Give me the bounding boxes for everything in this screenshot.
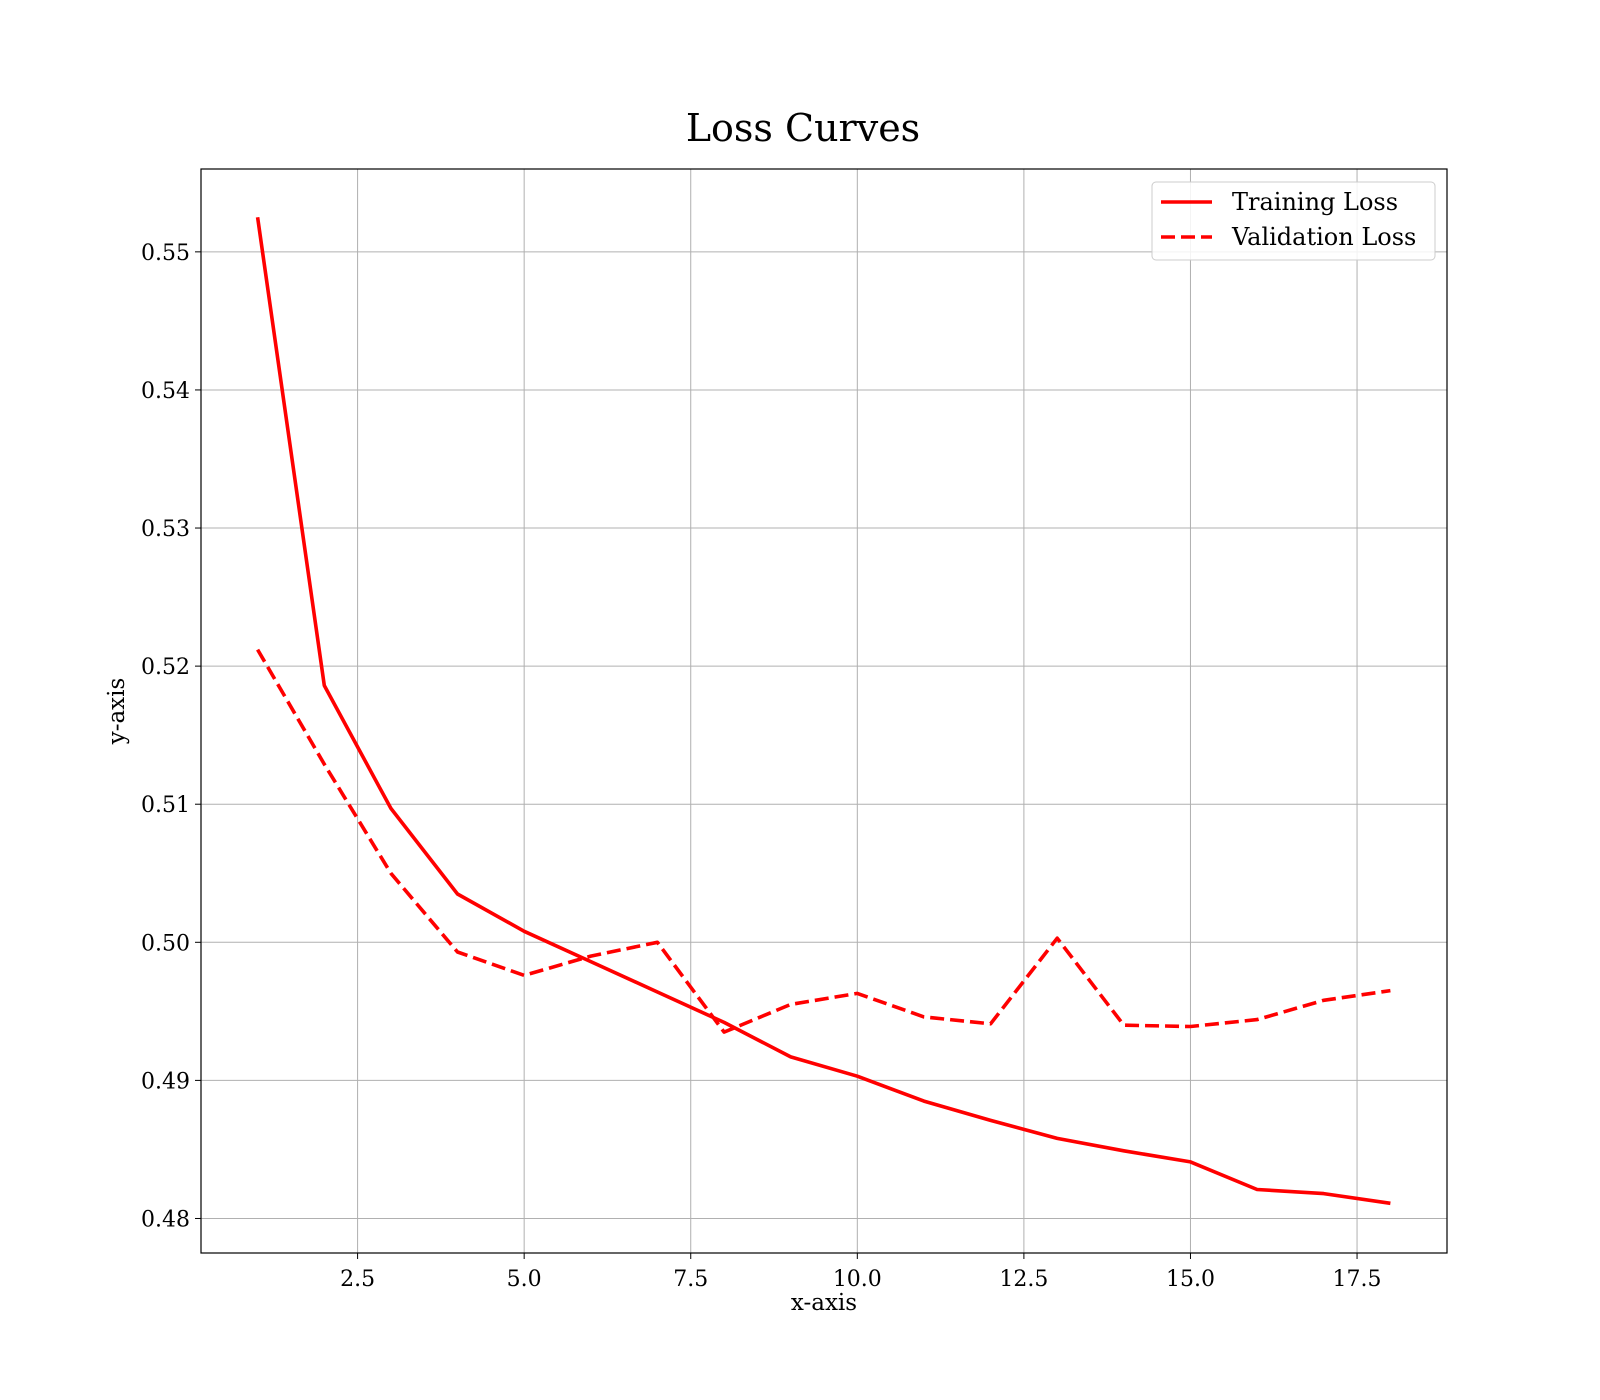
x-axis-label: x-axis	[791, 1290, 857, 1316]
legend: Training Loss Validation Loss	[1151, 181, 1436, 261]
x-tick-label: 5.0	[507, 1267, 542, 1292]
legend-box	[1151, 181, 1436, 261]
y-tick-label: 0.51	[141, 793, 190, 818]
grid	[201, 169, 1447, 1253]
x-axis-ticks: 2.5 5.0 7.5 10.0 12.5 15.0 17.5	[340, 1253, 1382, 1292]
y-tick-label: 0.50	[141, 931, 190, 956]
plot-frame	[200, 168, 1448, 1254]
x-tick-label: 15.0	[1166, 1267, 1215, 1292]
chart-title: Loss Curves	[686, 106, 920, 150]
y-tick-label: 0.48	[141, 1207, 190, 1232]
y-axis-label: y-axis	[104, 678, 130, 746]
y-tick-label: 0.53	[141, 517, 190, 542]
training-loss-line	[255, 217, 1391, 1206]
y-tick-label: 0.52	[141, 655, 190, 680]
y-tick-label: 0.55	[141, 241, 190, 266]
x-tick-label: 10.0	[833, 1267, 882, 1292]
x-tick-label: 2.5	[340, 1267, 375, 1292]
legend-label: Validation Loss	[1231, 223, 1416, 251]
y-axis-ticks: 0.48 0.49 0.50 0.51 0.52 0.53 0.54 0.55	[141, 241, 201, 1232]
y-tick-label: 0.49	[141, 1069, 190, 1094]
x-tick-label: 12.5	[999, 1267, 1048, 1292]
legend-label: Training Loss	[1232, 188, 1398, 216]
series-layer	[255, 217, 1391, 1206]
x-tick-label: 7.5	[673, 1267, 708, 1292]
y-tick-label: 0.54	[141, 379, 190, 404]
validation-loss-line	[256, 648, 1391, 1034]
x-tick-label: 17.5	[1333, 1267, 1382, 1292]
